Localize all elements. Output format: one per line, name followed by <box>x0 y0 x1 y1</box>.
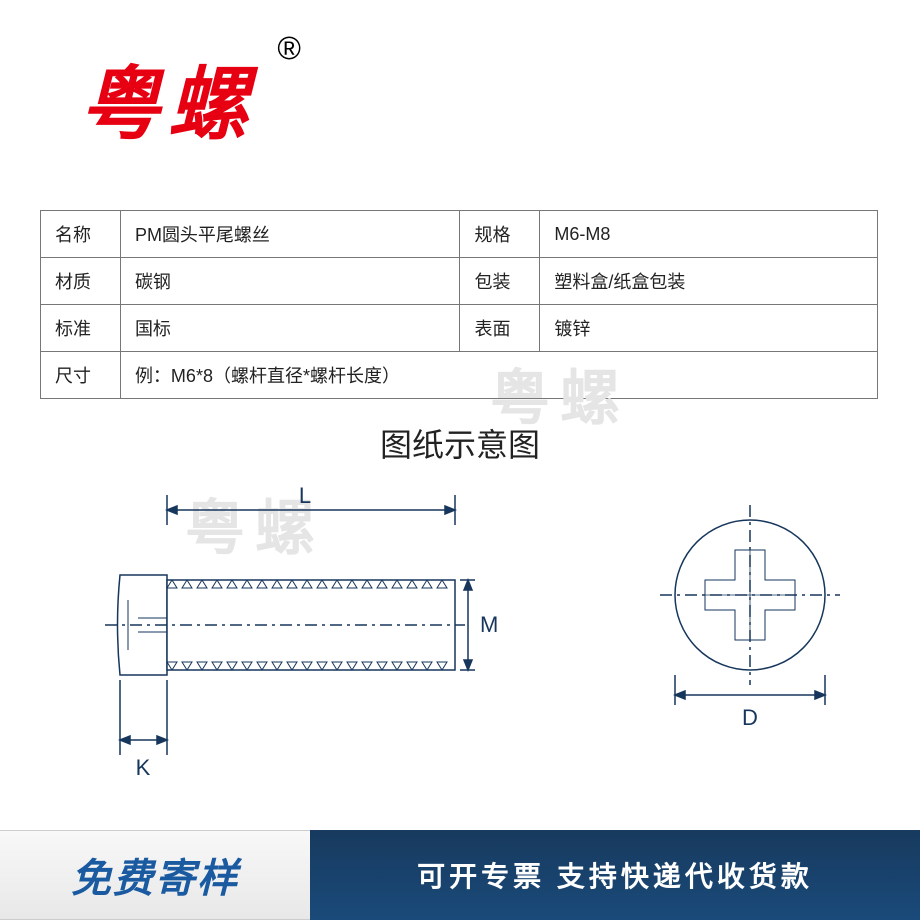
label-M: M <box>480 612 498 637</box>
cell-label: 标准 <box>41 305 121 352</box>
cell-value: M6-M8 <box>540 211 878 258</box>
cell-label: 尺寸 <box>41 352 121 399</box>
spec-table: 名称 PM圆头平尾螺丝 规格 M6-M8 材质 碳钢 包装 塑料盒/纸盒包装 标… <box>40 210 878 399</box>
table-row: 名称 PM圆头平尾螺丝 规格 M6-M8 <box>41 211 878 258</box>
cell-label: 名称 <box>41 211 121 258</box>
label-L: L <box>299 483 311 508</box>
logo-text: 粤螺 <box>80 60 256 149</box>
cell-label: 规格 <box>460 211 540 258</box>
banner-right: 可开专票 支持快递代收货款 <box>310 830 920 920</box>
screw-side-diagram: L M K <box>60 480 500 800</box>
brand-logo: 粤螺 ® <box>80 40 256 156</box>
cell-label: 材质 <box>41 258 121 305</box>
cell-value: 塑料盒/纸盒包装 <box>540 258 878 305</box>
cell-value: 国标 <box>120 305 460 352</box>
diagram-title: 图纸示意图 <box>0 420 920 466</box>
table-row: 标准 国标 表面 镀锌 <box>41 305 878 352</box>
label-D: D <box>742 705 758 730</box>
cell-value: 例：M6*8（螺杆直径*螺杆长度） <box>120 352 877 399</box>
cell-value: 碳钢 <box>120 258 460 305</box>
cell-value: 镀锌 <box>540 305 878 352</box>
label-K: K <box>136 755 151 780</box>
table-row: 尺寸 例：M6*8（螺杆直径*螺杆长度） <box>41 352 878 399</box>
cell-label: 包装 <box>460 258 540 305</box>
screw-head-diagram: D <box>640 500 860 760</box>
promo-banner: 免费寄样 可开专票 支持快递代收货款 <box>0 830 920 920</box>
cell-label: 表面 <box>460 305 540 352</box>
cell-value: PM圆头平尾螺丝 <box>120 211 460 258</box>
table-row: 材质 碳钢 包装 塑料盒/纸盒包装 <box>41 258 878 305</box>
banner-left: 免费寄样 <box>0 830 310 920</box>
registered-mark: ® <box>277 30 301 67</box>
